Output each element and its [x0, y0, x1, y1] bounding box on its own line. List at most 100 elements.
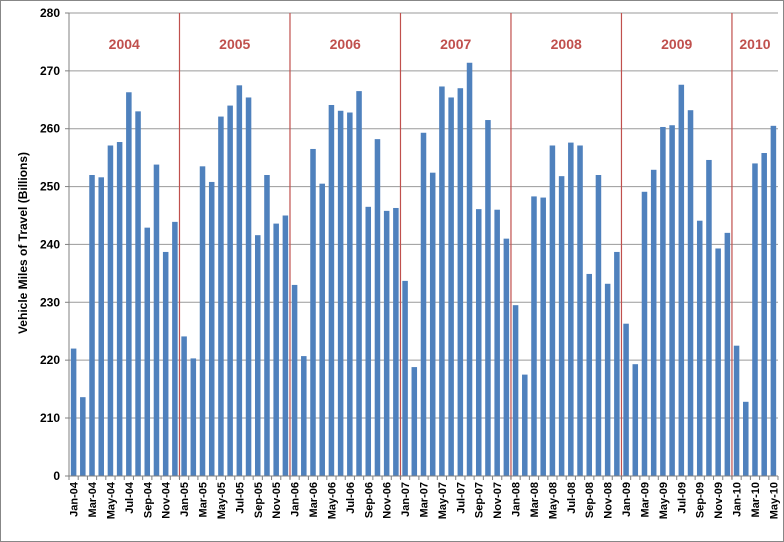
bar: [264, 175, 270, 476]
bar: [393, 207, 399, 476]
bar: [310, 148, 316, 476]
bar: [632, 364, 639, 476]
year-label: 2007: [440, 36, 471, 52]
x-tick-label: Nov-05: [271, 482, 283, 519]
x-tick-label: Nov-04: [161, 481, 173, 519]
year-label: 2008: [551, 36, 582, 52]
bar: [439, 86, 445, 476]
y-tick-labels: 0 210 220 230 240 250 260 270 280: [40, 6, 60, 483]
bar: [162, 251, 169, 476]
bar: [743, 401, 749, 476]
bar: [89, 175, 95, 476]
bar: [503, 238, 510, 476]
bar: [172, 221, 178, 476]
bar: [466, 62, 473, 476]
bar: [402, 280, 408, 476]
y-tick-label: 280: [40, 6, 60, 20]
bar: [724, 232, 731, 476]
bar: [696, 220, 703, 476]
y-tick-label: 270: [40, 64, 60, 78]
bar: [365, 206, 372, 477]
bar: [678, 84, 685, 476]
x-tick-label: May-04: [105, 481, 117, 519]
bar: [770, 125, 777, 477]
x-tick-label: Jan-05: [179, 482, 191, 517]
bar: [347, 112, 353, 476]
year-labels: 2004 2005 2006 2007 2008 2009 2010: [109, 36, 771, 52]
x-tick-label: May-05: [216, 482, 228, 519]
x-tick-label: Nov-07: [492, 482, 504, 519]
bar: [577, 145, 583, 476]
x-tick-labels: Jan-04 Mar-04 May-04 Jul-04 Sep-04 Nov-04 Jan-…: [69, 481, 781, 519]
x-tick-label: Sep-06: [363, 482, 375, 518]
bar: [356, 91, 362, 476]
x-tick-label: Jul-09: [676, 482, 688, 514]
bar: [126, 92, 132, 476]
bar: [669, 125, 675, 476]
x-tick-label: Mar-04: [87, 481, 99, 517]
x-tick-label: Sep-08: [584, 482, 596, 518]
x-tick-label: Jul-07: [455, 482, 467, 514]
x-tick-label: Mar-09: [639, 482, 651, 517]
x-tick-label: May-07: [437, 482, 449, 519]
bar: [273, 223, 279, 476]
bar: [227, 105, 233, 477]
bar: [98, 177, 104, 477]
bar: [568, 142, 574, 476]
x-tick-label: May-06: [326, 482, 338, 519]
bar: [457, 88, 464, 476]
year-label: 2004: [109, 36, 140, 52]
bar: [190, 358, 197, 476]
bar: [531, 196, 537, 476]
x-tick-label: Jan-07: [400, 482, 412, 517]
x-tick-label: Sep-07: [474, 482, 486, 518]
bar: [107, 145, 114, 476]
x-tick-label: May-08: [547, 482, 559, 519]
bar: [245, 97, 252, 476]
bar: [337, 110, 344, 477]
y-tick-label: 260: [40, 122, 60, 136]
y-tick-label: 230: [40, 295, 60, 309]
bar: [181, 336, 187, 476]
bar: [715, 248, 721, 476]
bar: [429, 172, 436, 476]
bar: [199, 166, 206, 477]
x-tick-label: Jul-05: [234, 482, 246, 514]
bar: [475, 209, 482, 476]
x-tick-label: Jul-04: [124, 481, 136, 514]
bar: [282, 215, 289, 476]
bar: [549, 145, 556, 476]
bar: [595, 175, 602, 476]
x-tick-label: Mar-06: [308, 482, 320, 517]
x-tick-label: May-09: [658, 482, 670, 519]
x-tick-label: Jan-10: [732, 482, 744, 517]
year-label: 2005: [219, 36, 250, 52]
x-tick-label: Jul-08: [566, 482, 578, 514]
bar: [733, 345, 740, 476]
bar: [614, 251, 620, 476]
bar: [328, 104, 335, 476]
bar: [374, 139, 381, 476]
y-tick-label: 0: [53, 469, 60, 483]
x-tick-label: Jan-09: [621, 482, 633, 517]
year-label: 2009: [661, 36, 692, 52]
x-tick-label: Sep-05: [253, 482, 265, 518]
bar: [650, 169, 657, 477]
x-tick-label: Jan-04: [69, 481, 81, 517]
bar: [706, 159, 712, 476]
bar: [208, 181, 215, 476]
year-dividers: [178, 13, 733, 479]
x-tick-label: Nov-08: [603, 482, 615, 519]
bar: [291, 284, 298, 476]
x-tick-label: Nov-06: [382, 482, 394, 519]
x-tick-label: Jan-08: [511, 482, 523, 517]
bar: [144, 227, 151, 476]
bar: [218, 116, 224, 477]
bar: [512, 305, 519, 476]
bar: [641, 191, 648, 476]
bar: [383, 210, 390, 476]
bar: [604, 283, 611, 476]
x-tick-label: Jan-06: [290, 482, 302, 517]
bar: [236, 85, 243, 477]
